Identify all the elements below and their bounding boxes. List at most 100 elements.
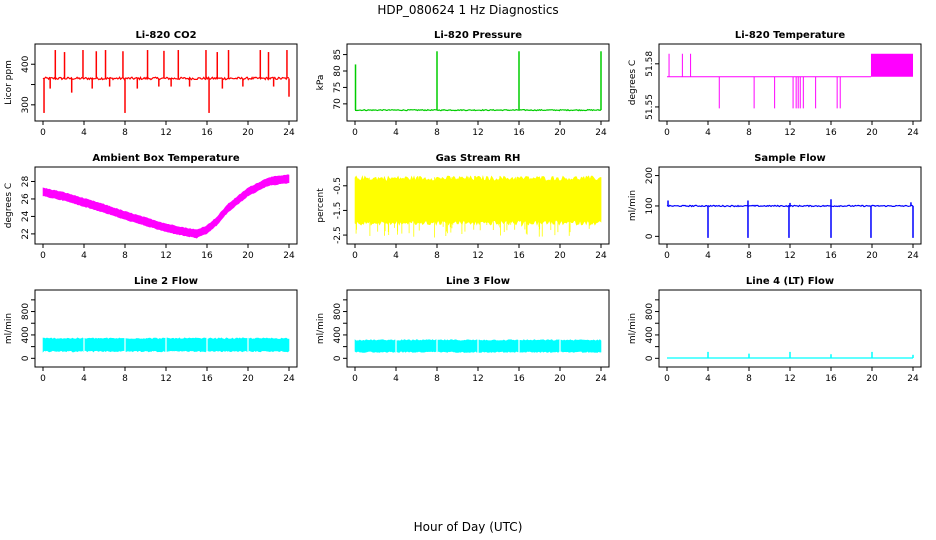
y-axis-label: degrees C (628, 60, 638, 105)
plot-frame (34, 43, 298, 122)
y-tick-label: -0.5 (333, 177, 343, 195)
x-tick-label: 4 (81, 128, 87, 138)
y-tick-label: 800 (21, 303, 31, 320)
x-tick-label: 4 (81, 251, 87, 261)
x-tick-label: 16 (825, 251, 837, 261)
x-tick-label: 8 (122, 374, 128, 384)
panel-title: Line 4 (LT) Flow (746, 276, 834, 287)
x-tick-label: 4 (393, 128, 399, 138)
x-tick-label: 16 (513, 374, 525, 384)
series-band (354, 174, 602, 226)
x-tick-label: 24 (595, 374, 607, 384)
series-line2-flow (42, 336, 290, 354)
x-tick-label: 4 (705, 251, 711, 261)
x-tick-label: 24 (283, 128, 295, 138)
x-tick-label: 4 (393, 251, 399, 261)
y-axis-label: degrees C (4, 183, 14, 228)
x-tick-label: 8 (122, 251, 128, 261)
x-tick-label: 12 (472, 128, 483, 138)
y-tick-label: 400 (645, 326, 655, 343)
plot-frame (34, 289, 298, 368)
x-tick-label: 20 (554, 128, 566, 138)
panel-title: Ambient Box Temperature (92, 153, 239, 164)
y-tick-label: 0 (645, 233, 655, 239)
x-tick-label: 24 (595, 251, 607, 261)
panel-pressure: Li-820 Pressure 0 4 8 12 16 20 24 70 75 80 85 kPa (316, 30, 610, 138)
series-line3-flow (354, 338, 602, 354)
y-tick-label: 800 (333, 303, 343, 320)
plot-frame (346, 43, 610, 122)
series-co2 (42, 50, 290, 113)
x-tick-label: 16 (201, 128, 213, 138)
series-gas-rh (354, 174, 602, 238)
series-line (42, 76, 290, 81)
y-tick-label: 75 (333, 82, 343, 93)
x-tick-label: 0 (664, 251, 670, 261)
y-tick-label: 80 (333, 65, 343, 77)
x-tick-label: 8 (434, 374, 440, 384)
plot-frame (346, 289, 610, 368)
y-tick-label: -2.5 (333, 226, 343, 244)
series-band (42, 174, 290, 239)
x-tick-label: 0 (40, 251, 46, 261)
x-tick-label: 12 (784, 128, 795, 138)
x-tick-label: 24 (283, 374, 295, 384)
x-tick-label: 16 (825, 128, 837, 138)
y-tick-label: 400 (21, 55, 31, 72)
panel-title: Li-820 Temperature (735, 30, 845, 41)
x-tick-label: 12 (472, 251, 483, 261)
x-tick-label: 4 (705, 128, 711, 138)
x-tick-label: 12 (160, 128, 171, 138)
panel-title: Sample Flow (754, 153, 826, 164)
y-tick-label: 0 (333, 355, 343, 361)
x-tick-label: 16 (201, 374, 213, 384)
y-tick-label: 200 (645, 167, 655, 184)
y-axis-label: ml/min (4, 313, 14, 344)
y-tick-label: 28 (21, 175, 31, 187)
y-axis-label: ml/min (316, 313, 326, 344)
y-tick-label: 800 (645, 303, 655, 320)
y-tick-label: 0 (21, 355, 31, 361)
x-tick-label: 0 (352, 128, 358, 138)
y-tick-label: 85 (333, 49, 343, 60)
x-tick-label: 12 (784, 251, 795, 261)
x-tick-label: 4 (393, 374, 399, 384)
y-tick-label: 51.55 (645, 94, 655, 120)
x-tick-label: 24 (907, 374, 919, 384)
series-line (355, 108, 602, 112)
y-axis-label: Licor ppm (4, 60, 14, 105)
y-axis-label: kPa (316, 75, 326, 91)
figure-x-axis-label: Hour of Day (UTC) (414, 520, 523, 534)
x-tick-label: 8 (434, 128, 440, 138)
y-tick-label: 26 (21, 193, 31, 205)
series-sample-flow (666, 199, 914, 238)
x-tick-label: 20 (554, 374, 566, 384)
x-tick-label: 24 (595, 128, 607, 138)
x-tick-label: 16 (513, 128, 525, 138)
x-tick-label: 8 (746, 374, 752, 384)
y-axis-label: percent (316, 188, 326, 223)
x-tick-label: 8 (746, 251, 752, 261)
y-tick-label: 400 (333, 326, 343, 343)
y-tick-label: 300 (21, 96, 31, 113)
panel-title: Line 3 Flow (446, 276, 510, 287)
y-tick-label: 22 (21, 228, 31, 239)
x-tick-label: 20 (554, 251, 566, 261)
x-tick-label: 24 (907, 251, 919, 261)
x-tick-label: 0 (664, 374, 670, 384)
y-tick-label: 100 (645, 197, 655, 214)
figure-title: HDP_080624 1 Hz Diagnostics (377, 3, 558, 17)
x-tick-label: 8 (122, 128, 128, 138)
panel-co2: Li-820 CO2 0 4 8 12 16 20 24 300 400 Licor ppm (4, 30, 298, 138)
panel-title: Gas Stream RH (436, 153, 521, 164)
x-tick-label: 0 (40, 128, 46, 138)
panel-line3-flow: Line 3 Flow 0 4 8 12 16 20 24 0 400 800 ml/min (316, 276, 610, 384)
x-tick-label: 0 (664, 128, 670, 138)
x-tick-label: 16 (513, 251, 525, 261)
x-tick-label: 20 (866, 374, 878, 384)
y-tick-label: -1.5 (333, 202, 343, 220)
y-tick-label: 400 (21, 326, 31, 343)
series-licor-temp (667, 53, 913, 109)
x-tick-label: 20 (866, 251, 878, 261)
